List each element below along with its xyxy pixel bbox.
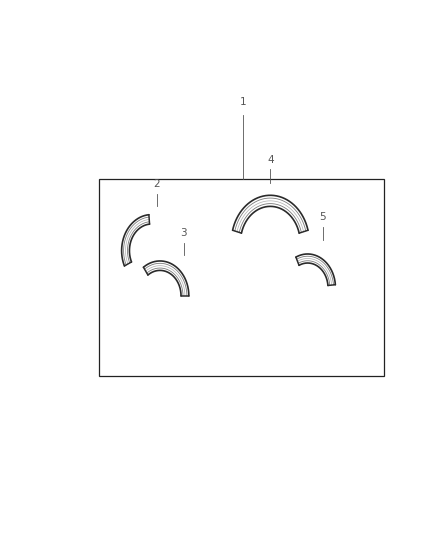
Text: 5: 5 <box>320 212 326 222</box>
Text: 4: 4 <box>267 155 274 165</box>
Text: 3: 3 <box>180 228 187 238</box>
Text: 1: 1 <box>240 97 247 107</box>
Text: 2: 2 <box>153 179 160 189</box>
Bar <box>99 179 384 376</box>
